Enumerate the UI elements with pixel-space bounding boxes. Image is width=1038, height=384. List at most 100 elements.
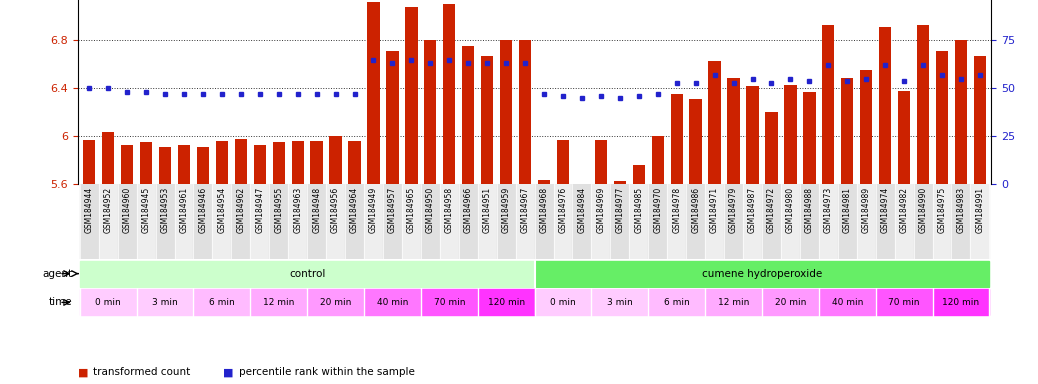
- Text: 0 min: 0 min: [95, 298, 121, 307]
- Text: GSM184959: GSM184959: [501, 187, 511, 233]
- Bar: [496, 184, 516, 259]
- Bar: [289, 184, 307, 259]
- Bar: [420, 290, 477, 315]
- Bar: [556, 140, 569, 184]
- Bar: [800, 184, 819, 259]
- Text: GSM184954: GSM184954: [217, 187, 226, 233]
- Bar: [629, 184, 649, 259]
- Bar: [822, 25, 835, 184]
- Bar: [838, 184, 856, 259]
- Bar: [553, 184, 573, 259]
- Text: GSM184980: GSM184980: [786, 187, 795, 233]
- Text: 20 min: 20 min: [774, 298, 807, 307]
- Bar: [386, 51, 399, 184]
- Bar: [974, 56, 986, 184]
- Text: 6 min: 6 min: [209, 298, 235, 307]
- Bar: [535, 184, 553, 259]
- Bar: [477, 184, 496, 259]
- Bar: [819, 290, 876, 315]
- Text: GSM184958: GSM184958: [445, 187, 454, 233]
- Bar: [746, 86, 759, 184]
- Text: GSM184973: GSM184973: [824, 187, 832, 233]
- Bar: [876, 290, 932, 315]
- Text: 3 min: 3 min: [607, 298, 633, 307]
- Bar: [193, 290, 250, 315]
- Text: GSM184945: GSM184945: [141, 187, 151, 233]
- Text: 70 min: 70 min: [434, 298, 465, 307]
- Text: ■: ■: [223, 367, 234, 377]
- Text: GSM184960: GSM184960: [122, 187, 132, 233]
- Bar: [610, 184, 629, 259]
- Text: 12 min: 12 min: [718, 298, 749, 307]
- Bar: [292, 141, 304, 184]
- Text: GSM184967: GSM184967: [521, 187, 529, 233]
- Bar: [952, 184, 971, 259]
- Text: 70 min: 70 min: [889, 298, 920, 307]
- Text: GSM184981: GSM184981: [843, 187, 852, 233]
- Bar: [405, 7, 417, 184]
- Bar: [273, 142, 284, 184]
- Text: 0 min: 0 min: [550, 298, 576, 307]
- Bar: [876, 184, 895, 259]
- Bar: [535, 290, 592, 315]
- Bar: [728, 78, 740, 184]
- Bar: [841, 78, 853, 184]
- Bar: [156, 184, 174, 259]
- Text: GSM184984: GSM184984: [577, 187, 586, 233]
- Bar: [326, 184, 345, 259]
- Text: agent: agent: [43, 268, 73, 279]
- Text: GSM184964: GSM184964: [350, 187, 359, 233]
- Bar: [879, 27, 892, 184]
- Text: 3 min: 3 min: [153, 298, 177, 307]
- Text: 20 min: 20 min: [320, 298, 351, 307]
- Text: GSM184953: GSM184953: [161, 187, 169, 233]
- Bar: [667, 184, 686, 259]
- Bar: [762, 184, 781, 259]
- Bar: [174, 184, 193, 259]
- Bar: [592, 290, 649, 315]
- Text: time: time: [49, 297, 73, 308]
- Bar: [803, 92, 816, 184]
- Bar: [102, 131, 114, 184]
- Bar: [80, 184, 99, 259]
- Text: GSM184956: GSM184956: [331, 187, 340, 233]
- Bar: [345, 184, 364, 259]
- Text: GSM184969: GSM184969: [597, 187, 605, 233]
- Bar: [538, 180, 550, 184]
- Text: GSM184971: GSM184971: [710, 187, 719, 233]
- Bar: [705, 290, 762, 315]
- Bar: [535, 261, 989, 286]
- Text: GSM184968: GSM184968: [540, 187, 548, 233]
- Bar: [861, 70, 872, 184]
- Text: GSM184952: GSM184952: [104, 187, 113, 233]
- Bar: [420, 184, 440, 259]
- Bar: [140, 142, 153, 184]
- Bar: [709, 61, 720, 184]
- Text: control: control: [289, 268, 325, 279]
- Text: 120 min: 120 min: [488, 298, 524, 307]
- Bar: [159, 147, 171, 184]
- Text: GSM184970: GSM184970: [653, 187, 662, 233]
- Bar: [592, 184, 610, 259]
- Text: 12 min: 12 min: [263, 298, 295, 307]
- Bar: [686, 184, 705, 259]
- Bar: [364, 184, 383, 259]
- Bar: [917, 25, 929, 184]
- Bar: [99, 184, 117, 259]
- Bar: [250, 184, 269, 259]
- Bar: [425, 40, 437, 184]
- Text: ■: ■: [78, 367, 88, 377]
- Bar: [231, 184, 250, 259]
- Bar: [367, 2, 380, 184]
- Text: GSM184978: GSM184978: [673, 187, 681, 233]
- Bar: [235, 139, 247, 184]
- Bar: [932, 290, 989, 315]
- Bar: [477, 290, 535, 315]
- Bar: [652, 136, 664, 184]
- Text: cumene hydroperoxide: cumene hydroperoxide: [702, 268, 822, 279]
- Bar: [121, 145, 133, 184]
- Bar: [481, 56, 493, 184]
- Bar: [462, 46, 474, 184]
- Text: GSM184982: GSM184982: [900, 187, 908, 233]
- Bar: [253, 145, 266, 184]
